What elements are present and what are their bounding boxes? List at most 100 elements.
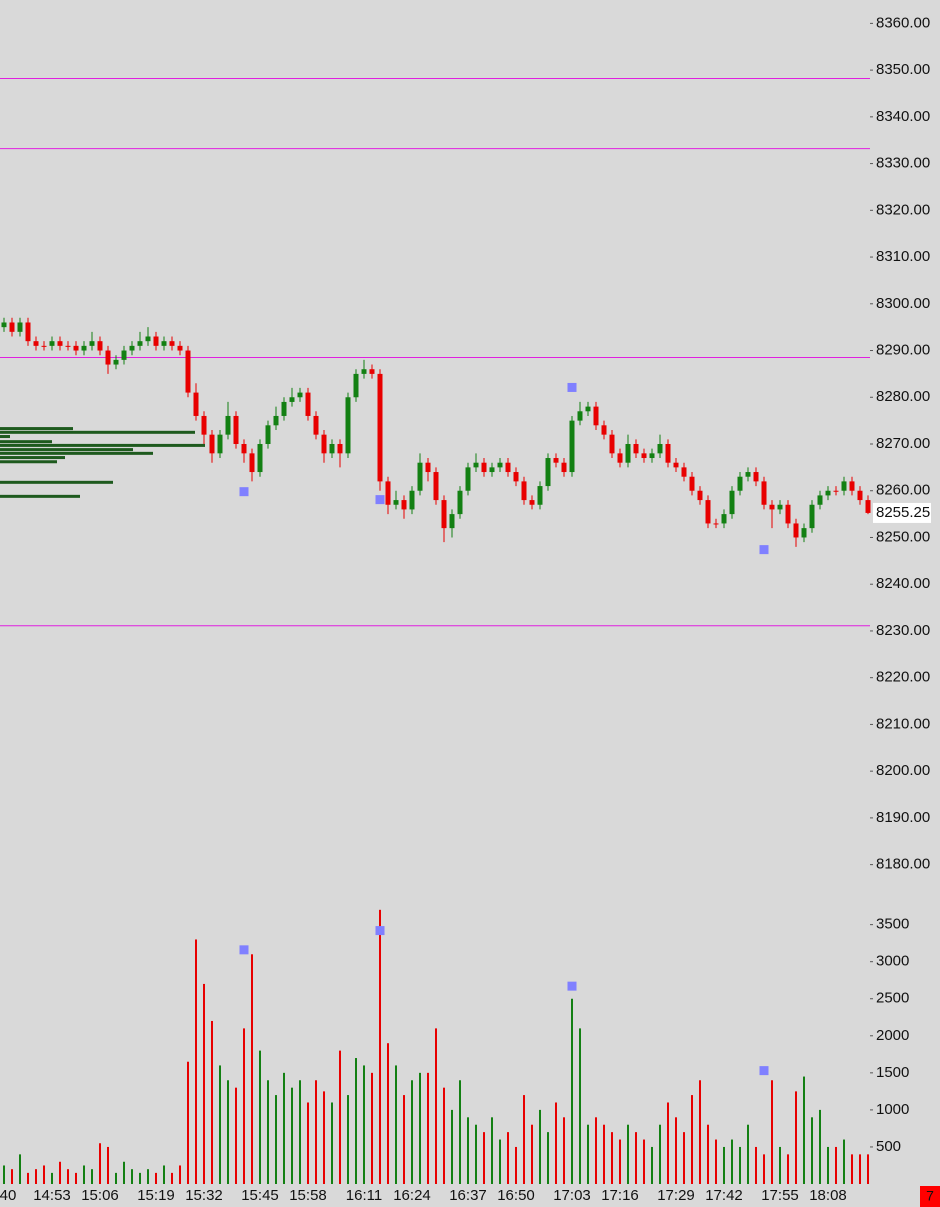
volume-bar bbox=[667, 1102, 669, 1184]
candle-body bbox=[657, 444, 663, 454]
volume-bar bbox=[571, 998, 573, 1184]
candle-body bbox=[865, 500, 871, 513]
candle-body bbox=[473, 462, 479, 468]
volume-bar bbox=[475, 1124, 477, 1184]
candle-body bbox=[649, 453, 655, 459]
y-tick-label: 8280.00 bbox=[876, 388, 930, 405]
volume-bar bbox=[179, 1165, 181, 1184]
profile-bar bbox=[0, 427, 73, 431]
candle-body bbox=[601, 425, 607, 435]
volume-bar bbox=[619, 1139, 621, 1184]
candle-body bbox=[161, 341, 167, 346]
volume-bar bbox=[123, 1161, 125, 1184]
candle-body bbox=[561, 462, 567, 473]
volume-bar bbox=[243, 1028, 245, 1184]
candle-body bbox=[281, 401, 287, 416]
volume-bar bbox=[723, 1146, 725, 1184]
x-tick-label: 15:58 bbox=[289, 1187, 327, 1204]
y-tick-label: 8300.00 bbox=[876, 295, 930, 312]
candle-body bbox=[41, 345, 47, 347]
volume-bar bbox=[323, 1091, 325, 1184]
volume-bar bbox=[859, 1154, 861, 1184]
y-tick-label: 8340.00 bbox=[876, 108, 930, 125]
candle-body bbox=[801, 528, 807, 538]
y-tick-label: 3000 bbox=[876, 953, 909, 970]
candle-body bbox=[713, 523, 719, 525]
candle-body bbox=[521, 481, 527, 501]
volume-bar bbox=[131, 1169, 133, 1184]
badge: 7 bbox=[926, 1188, 934, 1204]
candle-body bbox=[153, 336, 159, 346]
y-tick-label: 1000 bbox=[876, 1101, 909, 1118]
x-tick-label: 14:53 bbox=[33, 1187, 71, 1204]
candle-body bbox=[785, 504, 791, 524]
candle-body bbox=[489, 467, 495, 473]
x-tick-label: 15:32 bbox=[185, 1187, 223, 1204]
candle-body bbox=[513, 472, 519, 482]
volume-bar bbox=[531, 1124, 533, 1184]
candle-body bbox=[457, 490, 463, 515]
volume-bar bbox=[251, 954, 253, 1184]
volume-bar bbox=[235, 1087, 237, 1184]
profile-bar bbox=[0, 443, 205, 447]
candle-body bbox=[49, 341, 55, 346]
candle-body bbox=[433, 472, 439, 501]
candle-body bbox=[329, 444, 335, 454]
candle-body bbox=[177, 345, 183, 351]
y-tick-label: 8290.00 bbox=[876, 341, 930, 358]
candle-body bbox=[569, 420, 575, 473]
volume-bar bbox=[291, 1087, 293, 1184]
candle-body bbox=[681, 467, 687, 477]
candle-body bbox=[425, 462, 431, 473]
candle-body bbox=[777, 504, 783, 510]
y-tick-label: 8180.00 bbox=[876, 856, 930, 873]
volume-bar bbox=[515, 1146, 517, 1184]
x-tick-label: 15:45 bbox=[241, 1187, 279, 1204]
volume-bar bbox=[299, 1080, 301, 1184]
volume-bar bbox=[771, 1080, 773, 1184]
x-tick-label: 15:19 bbox=[137, 1187, 175, 1204]
candle-body bbox=[665, 444, 671, 463]
volume-bar bbox=[83, 1165, 85, 1184]
last-price-label: 8255.25 bbox=[876, 504, 930, 521]
volume-bar bbox=[27, 1172, 29, 1184]
candle-body bbox=[145, 336, 151, 342]
y-tick-label: 1500 bbox=[876, 1064, 909, 1081]
candle-body bbox=[121, 350, 127, 360]
volume-bar bbox=[691, 1095, 693, 1184]
candle-body bbox=[337, 444, 343, 454]
volume-bar bbox=[507, 1132, 509, 1184]
candle-body bbox=[25, 322, 31, 342]
candle-body bbox=[33, 341, 39, 346]
volume-bar bbox=[483, 1132, 485, 1184]
volume-bar bbox=[347, 1095, 349, 1184]
profile-bar bbox=[0, 448, 133, 452]
volume-bar bbox=[627, 1124, 629, 1184]
volume-bar bbox=[283, 1072, 285, 1184]
candle-body bbox=[625, 444, 631, 463]
volume-bar bbox=[259, 1050, 261, 1184]
candle-body bbox=[833, 490, 839, 492]
candle-body bbox=[353, 373, 359, 398]
x-tick-label: 17:03 bbox=[553, 1187, 591, 1204]
volume-bar bbox=[459, 1080, 461, 1184]
candle-body bbox=[545, 458, 551, 487]
volume-bar bbox=[555, 1102, 557, 1184]
volume-bar bbox=[411, 1080, 413, 1184]
y-tick-label: 2000 bbox=[876, 1027, 909, 1044]
volume-bar bbox=[851, 1154, 853, 1184]
candle-body bbox=[209, 434, 215, 454]
x-tick-label: 16:11 bbox=[346, 1187, 382, 1204]
volume-bar bbox=[755, 1146, 757, 1184]
candle-body bbox=[65, 345, 71, 347]
volume-bar bbox=[387, 1043, 389, 1184]
volume-bar bbox=[219, 1065, 221, 1184]
candle-body bbox=[89, 341, 95, 346]
volume-bar bbox=[59, 1161, 61, 1184]
x-tick-label: 16:24 bbox=[393, 1187, 431, 1204]
x-tick-label: 16:37 bbox=[449, 1187, 487, 1204]
price-marker bbox=[375, 495, 385, 505]
volume-bar bbox=[787, 1154, 789, 1184]
volume-bar bbox=[835, 1146, 837, 1184]
